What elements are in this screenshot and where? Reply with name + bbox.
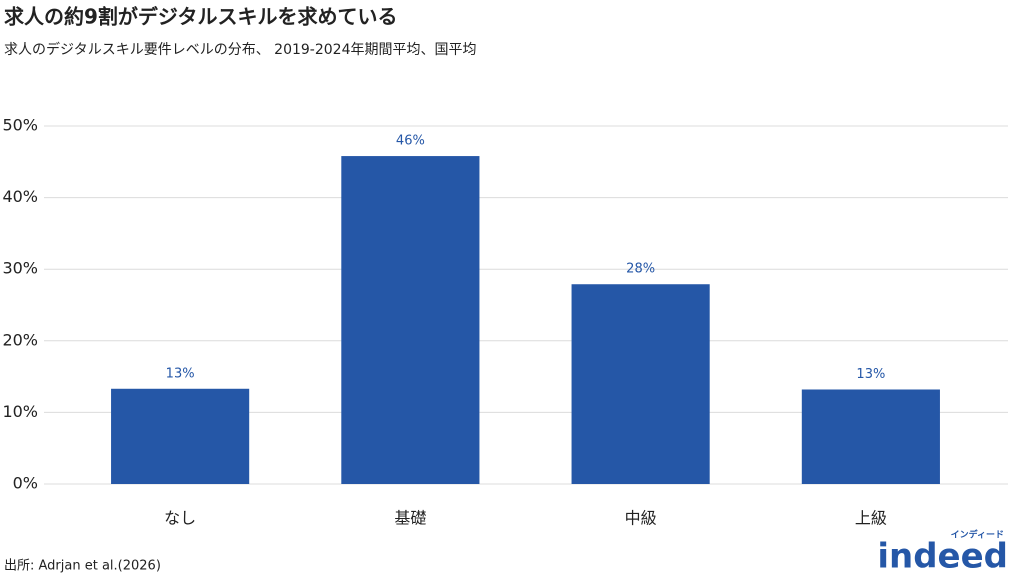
- y-tick-label: 10%: [2, 402, 38, 421]
- data-label: 13%: [856, 367, 885, 382]
- x-tick-label: 上級: [855, 509, 887, 528]
- y-tick-label: 30%: [2, 259, 38, 278]
- bar: [341, 156, 480, 484]
- bar: [571, 284, 710, 484]
- data-label: 28%: [626, 262, 655, 277]
- bar: [801, 389, 940, 484]
- x-tick-label: 中級: [625, 509, 657, 528]
- bar: [111, 388, 250, 484]
- source: 出所: Adrjan et al.(2026): [4, 559, 161, 574]
- y-tick-label: 50%: [2, 116, 38, 135]
- x-tick-label: なし: [164, 509, 196, 528]
- chart-title: 求人の約9割がデジタルスキルを求めている: [4, 5, 398, 29]
- logo: indeed: [877, 537, 1008, 577]
- y-tick-label: 0%: [13, 474, 38, 493]
- y-tick-label: 40%: [2, 187, 38, 206]
- chart-subtitle: 求人のデジタルスキル要件レベルの分布、 2019-2024年期間平均、国平均: [4, 41, 476, 58]
- data-label: 46%: [396, 134, 425, 149]
- y-tick-label: 20%: [2, 330, 38, 349]
- data-label: 13%: [166, 366, 195, 381]
- x-tick-label: 基礎: [394, 509, 426, 528]
- logo-subtext: インディード: [951, 529, 1004, 541]
